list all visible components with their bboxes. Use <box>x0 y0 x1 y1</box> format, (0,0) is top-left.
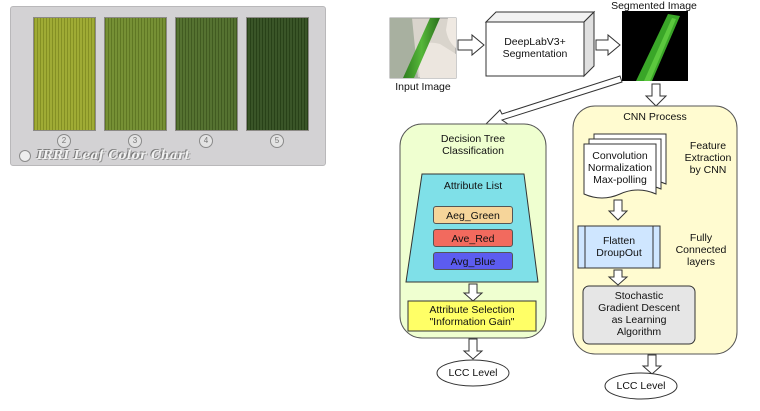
decision-tree-title: Decision Tree Classification <box>440 133 506 157</box>
arrow-input-to-segmentation <box>457 33 485 57</box>
color-strip-4 <box>175 17 238 131</box>
information-gain-label: "Information Gain" <box>429 316 515 328</box>
fully-connected-label: Fully Connected layers <box>675 232 727 268</box>
strip-number: 3 <box>128 134 142 148</box>
lcc-level-label: LCC Level <box>616 380 666 392</box>
flatten-label: Flatten DroupOut <box>596 235 642 259</box>
input-image-label: Input Image <box>395 81 451 93</box>
segmentation-label: DeepLabV3+ Segmentation <box>502 36 568 60</box>
sgd-box <box>582 285 696 345</box>
card-hole <box>19 150 31 162</box>
attribute-selection-label: Attribute Selection <box>429 304 515 316</box>
attribute-list-title: Attribute List <box>443 180 503 192</box>
attribute-ave-red: Ave_Red <box>433 229 513 247</box>
attribute-aeg-green: Aeg_Green <box>433 206 513 224</box>
color-strip-5 <box>246 17 309 131</box>
segmented-image-label: Segmented Image <box>611 0 697 12</box>
convolution-label: Convolution Normalization Max-polling <box>587 150 653 186</box>
leaf-color-chart-image: 2 3 4 5 IRRI Leaf Color Chart <box>10 6 326 166</box>
convolution-stack <box>583 133 667 199</box>
color-strip-3 <box>104 17 167 131</box>
arrow-to-cnn <box>644 83 668 107</box>
input-image <box>389 17 457 79</box>
strip-number: 5 <box>270 134 284 148</box>
chart-title: IRRI Leaf Color Chart <box>37 148 191 162</box>
strip-number: 2 <box>57 134 71 148</box>
color-strip-2 <box>33 17 96 131</box>
attribute-selection-box <box>407 300 537 332</box>
segmented-image <box>622 11 688 81</box>
segmentation-box <box>484 10 596 78</box>
feature-extraction-label: Feature Extraction by CNN <box>684 140 732 176</box>
strip-number: 4 <box>199 134 213 148</box>
lcc-level-label: LCC Level <box>448 367 498 379</box>
lcc-level-output-decision-tree <box>436 359 510 387</box>
sgd-label: Stochastic Gradient Descent as Learning … <box>598 290 680 338</box>
arrow-segmentation-to-output <box>595 33 621 57</box>
flatten-box <box>577 225 661 269</box>
attribute-avg-blue: Avg_Blue <box>433 252 513 270</box>
cnn-title: CNN Process <box>623 111 687 123</box>
lcc-level-output-cnn <box>604 372 678 400</box>
